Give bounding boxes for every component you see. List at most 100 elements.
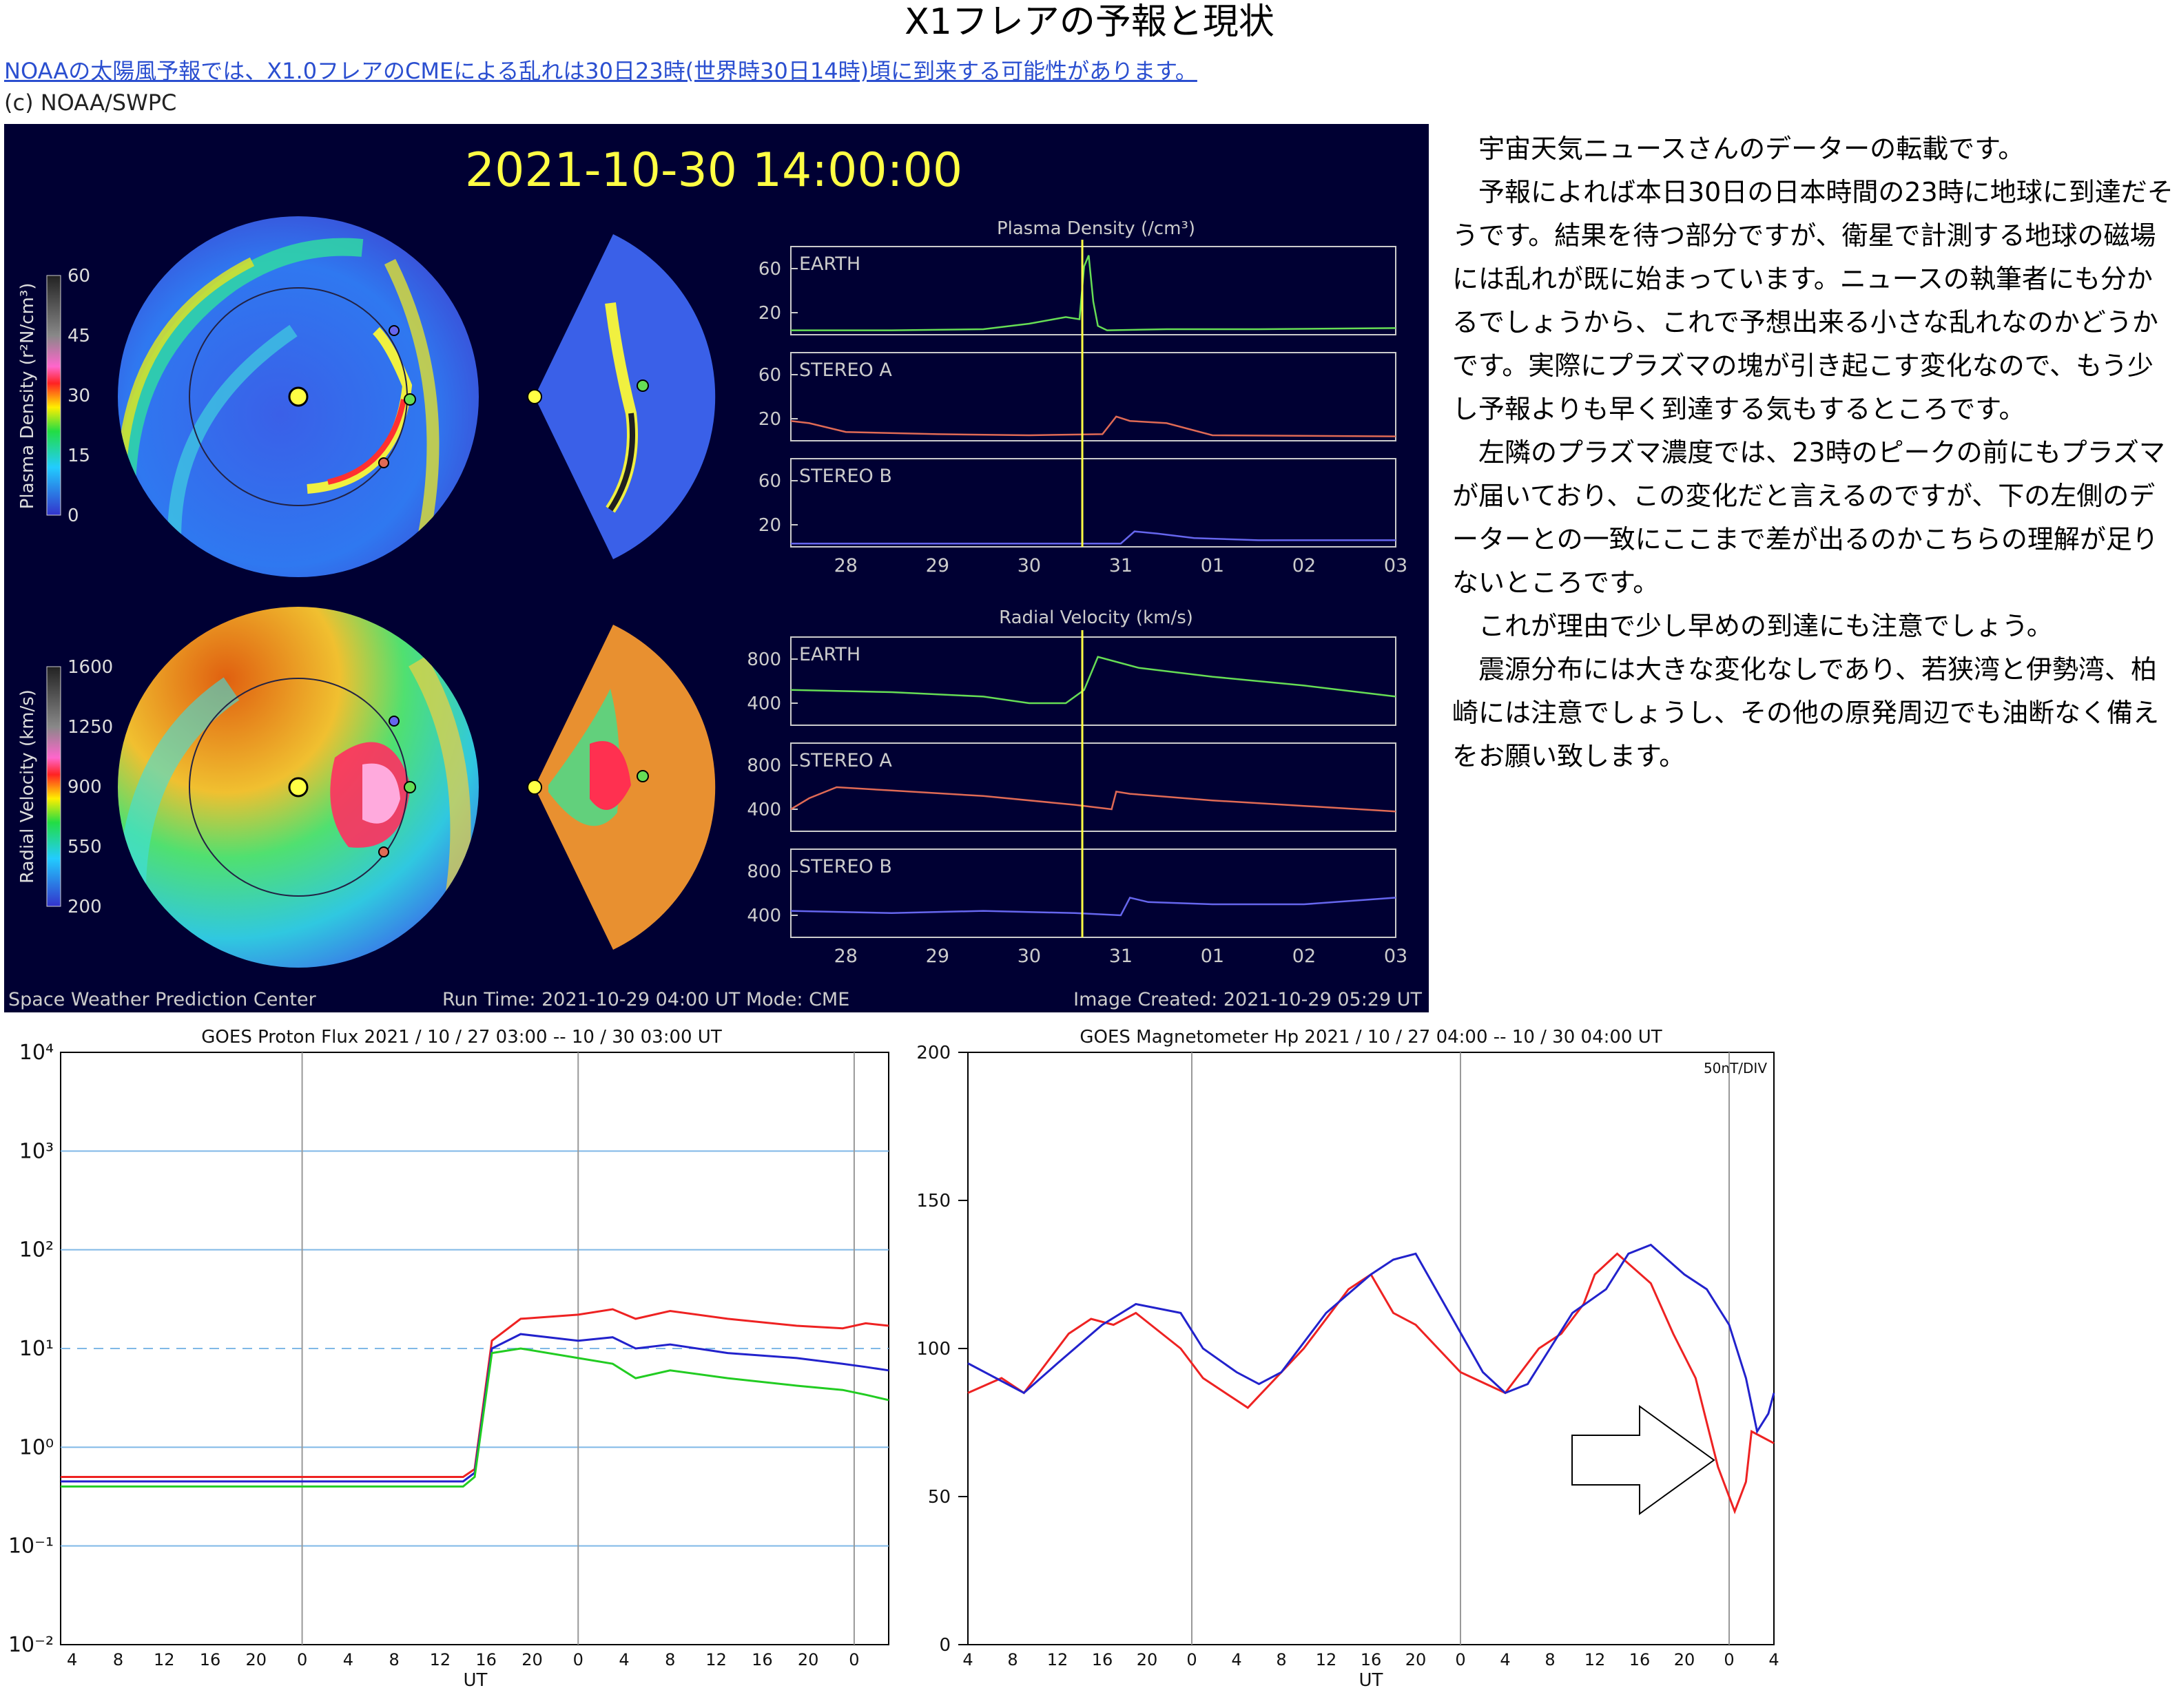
- timeseries-line: [791, 530, 1396, 545]
- velocity-colorbar-label: Radial Velocity (km/s): [17, 689, 38, 884]
- proton-x-tick: 20: [798, 1650, 819, 1669]
- proton-y-tick: 10¹: [19, 1337, 54, 1361]
- proton-grid: [61, 1052, 889, 1645]
- timeseries-y-tick: 400: [747, 906, 781, 926]
- timeseries-series-name: EARTH: [799, 253, 860, 275]
- proton-x-tick: 8: [665, 1650, 675, 1669]
- proton-y-tick: 10²: [19, 1238, 54, 1262]
- mag-x-tick: 16: [1092, 1650, 1113, 1669]
- timeseries-line: [790, 786, 1396, 813]
- mag-svg: GOES Magnetometer Hp 2021 / 10 / 27 04:0…: [916, 1027, 1779, 1691]
- proton-x-tick: 20: [246, 1650, 267, 1669]
- timeseries-line: [791, 255, 1396, 331]
- mag-x-tick: 12: [1584, 1650, 1606, 1669]
- mag-x-tick: 4: [1768, 1650, 1779, 1669]
- timeseries-x-tick: 30: [1018, 946, 1041, 967]
- mag-grid: [1191, 1052, 1730, 1645]
- enlil-prediction-panel: 2021-10-30 14:00:00 Plasma Density (r²N/…: [4, 124, 1429, 1012]
- proton-x-tick: 0: [297, 1650, 307, 1669]
- proton-x-ticks: 4 8 12 16 20 0 4 8 12 16 20 0 4 8 12 16 20 0: [67, 1650, 860, 1669]
- mag-x-tick: 8: [1545, 1650, 1555, 1669]
- mag-x-tick: 20: [1137, 1650, 1158, 1669]
- timeseries-y-tick: 800: [747, 862, 781, 882]
- proton-series-line: [61, 1347, 889, 1488]
- proton-x-tick: 12: [705, 1650, 727, 1669]
- density-colorbar: [46, 275, 61, 516]
- mag-y-tick: 200: [916, 1043, 951, 1063]
- timeseries-panel: [790, 636, 1396, 726]
- timeseries-y-tick: 800: [747, 649, 781, 670]
- timeseries-panel: [790, 246, 1396, 335]
- proton-y-tick: 10⁻¹: [8, 1534, 54, 1559]
- timeseries-line: [790, 415, 1396, 437]
- proton-y-tick: 10⁰: [19, 1435, 54, 1459]
- article-text: 宇宙天気ニュースさんのデーターの転載です。 予報によれば本日30日の日本時間の2…: [1452, 127, 2176, 778]
- news-link[interactable]: NOAAの太陽風予報では、X1.0フレアのCMEによる乱れは30日23時(世界時…: [4, 58, 1197, 84]
- image-credit: (c) NOAA/SWPC: [4, 90, 177, 116]
- proton-x-tick: 12: [154, 1650, 175, 1669]
- mag-scale-note: 50nT/DIV: [1704, 1060, 1767, 1076]
- article-paragraph: 左隣のプラズマ濃度では、23時のピークの前にもプラズマが届いており、この変化だと…: [1452, 437, 2165, 598]
- timeseries-x-tick: 02: [1292, 946, 1316, 967]
- timeseries-x-tick: 29: [926, 555, 949, 576]
- timeseries-y-tick: 60: [758, 471, 781, 492]
- proton-x-tick: 16: [475, 1650, 497, 1669]
- page-title: X1フレアの予報と現状: [905, 1, 1274, 43]
- timeseries-panel: [790, 458, 1396, 548]
- enlil-header: 2021-10-30 14:00:00: [465, 143, 962, 198]
- proton-y-tick: 10³: [19, 1139, 54, 1163]
- goes-proton-flux-chart: GOES Proton Flux 2021 / 10 / 27 03:00 --…: [0, 1019, 902, 1708]
- proton-y-tick: 10⁻²: [8, 1633, 54, 1657]
- mag-x-tick: 12: [1316, 1650, 1337, 1669]
- timeseries-x-tick: 30: [1018, 555, 1041, 576]
- proton-y-tick: 10⁴: [19, 1041, 54, 1065]
- mag-x-tick: 20: [1405, 1650, 1427, 1669]
- density-timeseries: 20 60 EARTH 20 60 STEREO A 20 60 STEREO B 28 29 30 3…: [758, 240, 1407, 576]
- mag-y-tick: 50: [928, 1487, 951, 1508]
- density-timeseries-title: Plasma Density (/cm³): [997, 218, 1195, 239]
- timeseries-panel: [790, 848, 1396, 938]
- stereo-a-marker: [378, 457, 389, 468]
- enlil-footer-left: Space Weather Prediction Center: [8, 989, 317, 1010]
- mag-chart-title: GOES Magnetometer Hp 2021 / 10 / 27 04:0…: [1080, 1027, 1662, 1048]
- timeseries-y-tick: 20: [758, 515, 781, 536]
- timeseries-line: [790, 896, 1396, 917]
- right-arrow-annotation: [1571, 1405, 1715, 1515]
- velocity-timeseries: 400 800 EARTH 400 800 STEREO A 400 800 STEREO B 2…: [747, 630, 1407, 967]
- timeseries-x-tick: 28: [834, 555, 858, 576]
- timeseries-line: [790, 656, 1396, 705]
- mag-x-tick: 12: [1047, 1650, 1068, 1669]
- mag-x-tick: 4: [962, 1650, 973, 1669]
- timeseries-x-tick: 01: [1201, 946, 1224, 967]
- mag-y-tick: 100: [916, 1339, 951, 1360]
- mag-x-tick: 8: [1276, 1650, 1286, 1669]
- mag-series: [967, 1243, 1775, 1514]
- enlil-footer-right: Image Created: 2021-10-29 05:29 UT: [1073, 989, 1422, 1010]
- article-paragraph: 宇宙天気ニュースさんのデーターの転載です。: [1452, 134, 2025, 164]
- mag-x-tick: 0: [1455, 1650, 1465, 1669]
- colorbar-tick-label: 1600: [68, 657, 113, 678]
- timeseries-y-tick: 800: [747, 756, 781, 776]
- colorbar-tick-label: 1250: [68, 717, 113, 738]
- timeseries-panel: [790, 352, 1396, 441]
- earth-marker: [404, 393, 416, 406]
- proton-x-axis-label: UT: [464, 1670, 488, 1691]
- timeseries-series-name: STEREO A: [799, 750, 892, 771]
- proton-x-tick: 16: [752, 1650, 773, 1669]
- velocity-colorbar-ticks: 200 550 900 1250 1600: [68, 657, 113, 917]
- colorbar-tick-label: 30: [68, 386, 90, 406]
- timeseries-series-name: STEREO B: [799, 856, 892, 877]
- proton-y-ticks: 10⁴ 10³ 10² 10¹ 10⁰ 10⁻¹ 10⁻²: [8, 1041, 54, 1657]
- timeseries-y-tick: 60: [758, 365, 781, 386]
- timeseries-y-tick: 400: [747, 694, 781, 714]
- proton-svg: GOES Proton Flux 2021 / 10 / 27 03:00 --…: [8, 1027, 889, 1691]
- article-paragraph: これが理由で少し早めの到達にも注意でしょう。: [1452, 611, 2053, 641]
- colorbar-tick-label: 900: [68, 777, 102, 798]
- mag-x-tick: 8: [1007, 1650, 1018, 1669]
- proton-series: [61, 1308, 889, 1488]
- colorbar-tick-label: 0: [68, 506, 79, 526]
- proton-x-tick: 0: [849, 1650, 859, 1669]
- velocity-colorbar: [46, 666, 61, 907]
- density-colorbar-label: Plasma Density (r²N/cm³): [17, 283, 38, 510]
- density-colorbar-ticks: 0 15 30 45 60: [68, 266, 90, 526]
